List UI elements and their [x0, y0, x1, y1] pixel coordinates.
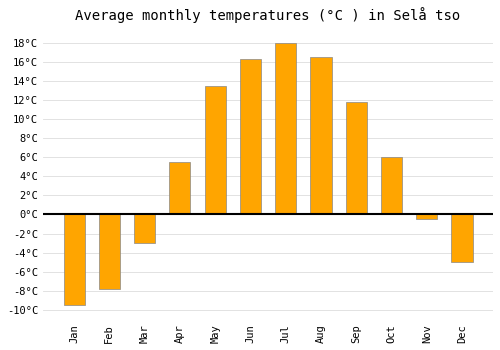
Bar — [134, 215, 155, 243]
Bar — [346, 102, 367, 215]
Bar — [204, 85, 226, 215]
Bar — [240, 59, 261, 215]
Bar — [416, 215, 438, 219]
Bar — [99, 215, 120, 289]
Bar — [170, 162, 190, 215]
Title: Average monthly temperatures (°C ) in Selå tso: Average monthly temperatures (°C ) in Se… — [76, 7, 460, 23]
Bar — [310, 57, 332, 215]
Bar — [275, 43, 296, 215]
Bar — [452, 215, 472, 262]
Bar — [381, 157, 402, 215]
Bar — [64, 215, 84, 305]
